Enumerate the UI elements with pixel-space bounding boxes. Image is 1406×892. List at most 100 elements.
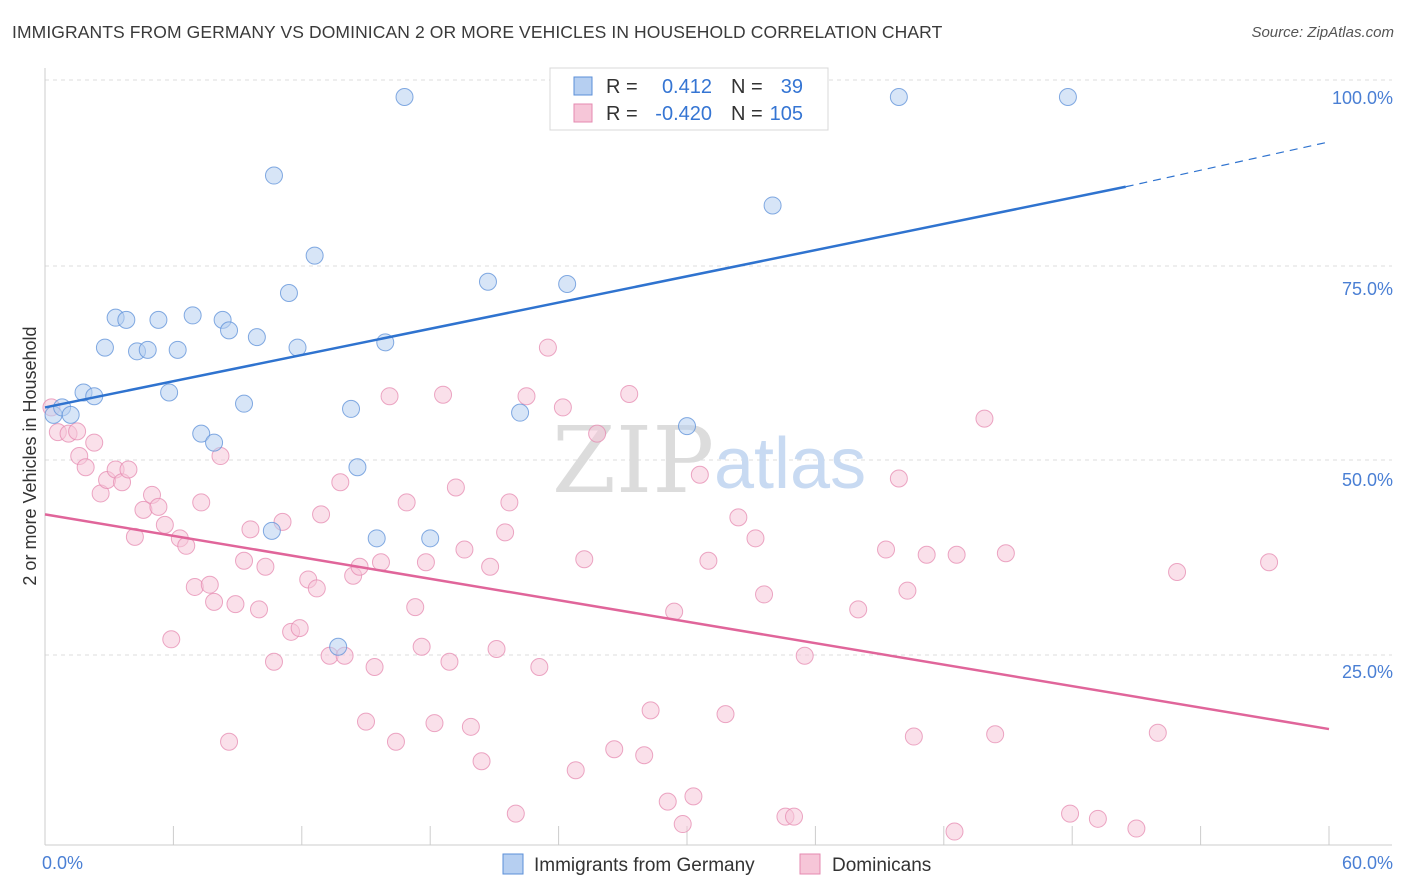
point-dominican [588,424,607,443]
point-dominican [68,422,87,441]
point-dominican [256,557,275,576]
point-dominican [620,384,639,403]
bottom-legend-label-germany: Immigrants from Germany [534,855,755,876]
point-germany [192,424,211,443]
point-dominican [425,714,444,733]
legend-r-label-germany: R = [606,76,638,98]
point-germany [183,306,202,325]
point-germany [247,328,266,347]
point-dominican [945,822,964,841]
point-germany [342,399,361,418]
point-dominican [917,545,936,564]
point-dominican [365,657,384,676]
point-dominican [1127,819,1146,838]
legend-swatch-germany [573,76,593,96]
point-germany [305,246,324,265]
bottom-legend-label-dominican: Dominicans [832,855,931,876]
point-dominican [397,493,416,512]
point-dominican [331,473,350,492]
point-dominican [226,595,245,614]
point-dominican [380,387,399,406]
point-germany [160,383,179,402]
point-germany [348,458,367,477]
point-germany [395,88,414,106]
legend-n-value-dominican: 105 [770,103,803,125]
stats-legend: R = 0.412 N = 39 R = -0.420 N = 105 [549,67,829,131]
point-dominican [795,646,814,665]
point-dominican [250,600,268,619]
point-dominican [134,500,153,519]
point-dominican [729,508,748,527]
point-dominican [641,701,660,720]
point-dominican [684,787,703,806]
trend-line-germany [44,185,1126,409]
point-germany [205,433,224,452]
point-germany [117,310,136,329]
point-dominican [898,581,917,600]
point-germany [264,166,283,185]
point-dominican [264,652,283,671]
point-dominican [500,493,519,512]
point-dominican [235,551,254,570]
bottom-legend-swatch-germany [502,853,524,875]
data-points [42,88,1279,841]
point-dominican [575,550,594,569]
point-dominican [455,540,474,559]
point-dominican [440,652,459,671]
point-dominican [119,460,138,479]
point-dominican [889,469,908,488]
point-dominican [635,746,654,765]
tick-labels: 100.0% 75.0% 50.0% 25.0% 0.0% 60.0% [42,88,1393,873]
axes [44,68,1392,846]
legend-n-value-germany: 39 [781,76,803,98]
point-dominican [1168,562,1187,581]
point-dominican [530,657,549,676]
legend-r-value-dominican: -0.420 [655,103,712,125]
y-tick-label: 50.0% [1342,470,1393,490]
point-dominican [185,577,204,596]
point-dominican [566,761,585,780]
point-dominican [1061,804,1080,823]
point-dominican [371,553,390,572]
point-dominican [699,551,718,570]
y-tick-label: 25.0% [1342,662,1393,682]
point-germany [220,321,239,340]
point-dominican [241,520,260,539]
point-dominican [996,544,1015,563]
point-dominican [416,553,435,572]
point-germany [889,88,908,106]
point-dominican [1260,553,1279,572]
legend-r-label-dominican: R = [606,103,638,125]
point-germany [678,417,696,436]
point-dominican [461,717,480,736]
point-dominican [673,815,692,834]
point-germany [1058,88,1077,106]
bottom-legend-swatch-dominican [799,853,821,875]
point-germany [367,529,386,548]
point-dominican [149,497,168,516]
point-dominican [386,732,405,751]
point-dominican [538,338,557,357]
trend-lines [44,141,1330,731]
point-germany [763,196,782,215]
trend-line-germany-extension [1125,141,1330,188]
point-germany [149,310,168,329]
point-germany [235,394,254,413]
point-dominican [605,740,624,759]
point-germany [558,275,577,293]
point-dominican [690,465,709,484]
y-tick-label: 75.0% [1342,279,1393,299]
point-dominican [986,725,1005,744]
point-dominican [205,592,224,611]
y-tick-label: 100.0% [1332,88,1393,108]
trend-line-dominican [44,513,1330,731]
legend-swatch-dominican [573,103,593,123]
x-tick-label: 0.0% [42,853,83,873]
point-dominican [76,458,95,477]
point-dominican [472,752,491,771]
series-legend: Immigrants from Germany Dominicans [502,853,931,876]
point-dominican [746,529,765,548]
point-dominican [155,515,174,534]
y-axis-title: 2 or more Vehicles in Household [20,326,40,585]
x-tick-label: 60.0% [1342,853,1393,873]
